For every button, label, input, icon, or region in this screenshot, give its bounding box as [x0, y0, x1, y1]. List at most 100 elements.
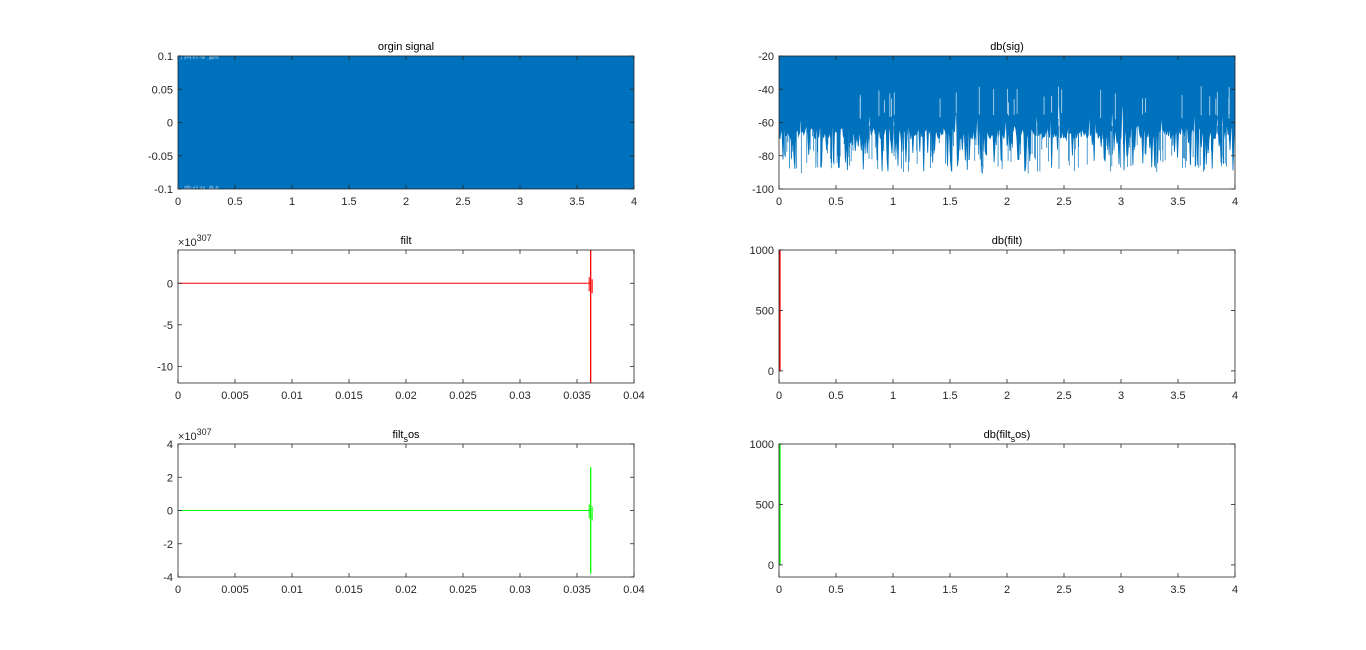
y-tick-label: -4	[163, 572, 173, 584]
x-tick-label: 2	[1004, 584, 1010, 596]
x-tick-label: 1	[890, 390, 896, 402]
x-tick-label: 4	[1232, 196, 1238, 208]
chart-title-main: filt	[401, 235, 412, 247]
x-tick-label: 3.5	[1170, 390, 1185, 402]
x-tick-label: 0.5	[828, 196, 843, 208]
x-tick-label: 0.5	[828, 390, 843, 402]
x-tick-label: 0.035	[563, 390, 591, 402]
chart-title-main: orgin signal	[378, 41, 434, 53]
y-tick-label: -80	[758, 151, 774, 163]
y-tick-label: -0.05	[148, 151, 173, 163]
x-tick-label: 1.5	[942, 196, 957, 208]
x-tick-label: 0	[175, 584, 181, 596]
x-tick-label: 3	[1118, 390, 1124, 402]
x-tick-label: 3	[517, 196, 523, 208]
chart-title-main: db(filt	[984, 429, 1011, 441]
chart-title-subscript: s	[1011, 434, 1016, 444]
y-tick-label: -60	[758, 118, 774, 130]
x-tick-label: 2.5	[1056, 584, 1071, 596]
y-tick-label: -2	[163, 539, 173, 551]
x-tick-label: 0.01	[281, 390, 302, 402]
chart-filt-sos: 0 0.005 0.01 0.015 0.02 0.025 0.03 0.035 0.04 4 2 0…	[163, 427, 644, 596]
x-tick-label: 0.01	[281, 584, 302, 596]
x-tick-label: 0.015	[335, 584, 363, 596]
x-tick-label: 4	[1232, 390, 1238, 402]
plot-area	[779, 444, 1235, 577]
y-tick-label: 0.05	[152, 84, 173, 96]
x-tick-label: 2.5	[1056, 196, 1071, 208]
y-tick-label: 0	[768, 366, 774, 378]
x-tick-label: 0.04	[623, 584, 644, 596]
x-tick-label: 0.03	[509, 584, 530, 596]
y-tick-label: 4	[167, 439, 173, 451]
x-tick-label: 1	[289, 196, 295, 208]
x-tick-label: 1	[890, 584, 896, 596]
plot-area	[178, 250, 634, 383]
plot-area	[779, 250, 1235, 383]
x-tick-label: 0.5	[227, 196, 242, 208]
x-tick-label: 0.005	[221, 390, 249, 402]
chart-title: db(filt)	[992, 235, 1023, 247]
y-tick-label: 0.1	[158, 51, 173, 63]
x-tick-label: 0.025	[449, 390, 477, 402]
exponent-value: 307	[197, 427, 212, 437]
x-tick-label: 1.5	[341, 196, 356, 208]
x-tick-label: 2	[403, 196, 409, 208]
chart-title-main: db(sig)	[990, 41, 1024, 53]
chart-orgin-signal: 0 0.5 1 1.5 2 2.5 3 3.5 4 0.1 0.05 0 -0.05 -0.1 orgin …	[148, 41, 637, 208]
chart-db-filt-sos: 0 0.5 1 1.5 2 2.5 3 3.5 4 1000 500 0 db(filtsos)	[750, 429, 1239, 596]
chart-filt: 0 0.005 0.01 0.015 0.02 0.025 0.03 0.035 0.04 0 -5…	[157, 233, 645, 402]
chart-title-main: filt	[392, 429, 403, 441]
series-area	[178, 250, 593, 383]
y-tick-label: 0	[167, 118, 173, 130]
x-tick-label: 0	[776, 584, 782, 596]
x-tick-label: 0.02	[395, 390, 416, 402]
x-tick-label: 0.025	[449, 584, 477, 596]
y-tick-label: 2	[167, 472, 173, 484]
x-tick-label: 0.005	[221, 584, 249, 596]
x-tick-label: 2	[1004, 196, 1010, 208]
chart-title: filt	[401, 235, 412, 247]
x-tick-label: 0.03	[509, 390, 530, 402]
chart-db-sig: 0 0.5 1 1.5 2 2.5 3 3.5 4 -20 -40 -60 -80 -100 db(sig)	[752, 41, 1238, 208]
x-tick-label: 3.5	[569, 196, 584, 208]
chart-title-main: db(filt)	[992, 235, 1023, 247]
x-tick-label: 3.5	[1170, 196, 1185, 208]
x-tick-label: 1.5	[942, 584, 957, 596]
chart-db-filt: 0 0.5 1 1.5 2 2.5 3 3.5 4 1000 500 0 db(filt)	[750, 235, 1239, 402]
chart-title-subscript: s	[403, 434, 408, 444]
x-tick-label: 0	[175, 196, 181, 208]
y-tick-label: -0.1	[154, 184, 173, 196]
y-tick-label: -10	[157, 361, 173, 373]
y-tick-label: 500	[756, 305, 774, 317]
exponent-value: 307	[197, 233, 212, 243]
series-area	[178, 467, 593, 574]
x-tick-label: 3.5	[1170, 584, 1185, 596]
y-tick-label: 0	[167, 278, 173, 290]
chart-title: db(filtsos)	[984, 429, 1031, 444]
x-tick-label: 3	[1118, 196, 1124, 208]
series-line	[178, 56, 634, 189]
series-area	[178, 56, 634, 189]
x-tick-label: 0	[776, 390, 782, 402]
y-tick-label: 1000	[750, 245, 774, 257]
y-tick-label: -5	[163, 320, 173, 332]
x-tick-label: 4	[1232, 584, 1238, 596]
x-tick-label: 1	[890, 196, 896, 208]
x-tick-label: 2.5	[1056, 390, 1071, 402]
y-tick-label: 500	[756, 499, 774, 511]
chart-title: db(sig)	[990, 41, 1024, 53]
exponent-label: ×10307	[178, 233, 212, 249]
y-tick-label: 1000	[750, 439, 774, 451]
series-area	[779, 56, 1235, 174]
y-tick-label: -100	[752, 184, 774, 196]
x-tick-label: 0.015	[335, 390, 363, 402]
chart-title: filtsos	[392, 429, 420, 444]
x-tick-label: 2	[1004, 390, 1010, 402]
x-tick-label: 2.5	[455, 196, 470, 208]
x-tick-label: 0	[776, 196, 782, 208]
x-tick-label: 1.5	[942, 390, 957, 402]
x-tick-label: 0	[175, 390, 181, 402]
y-tick-label: 0	[768, 560, 774, 572]
